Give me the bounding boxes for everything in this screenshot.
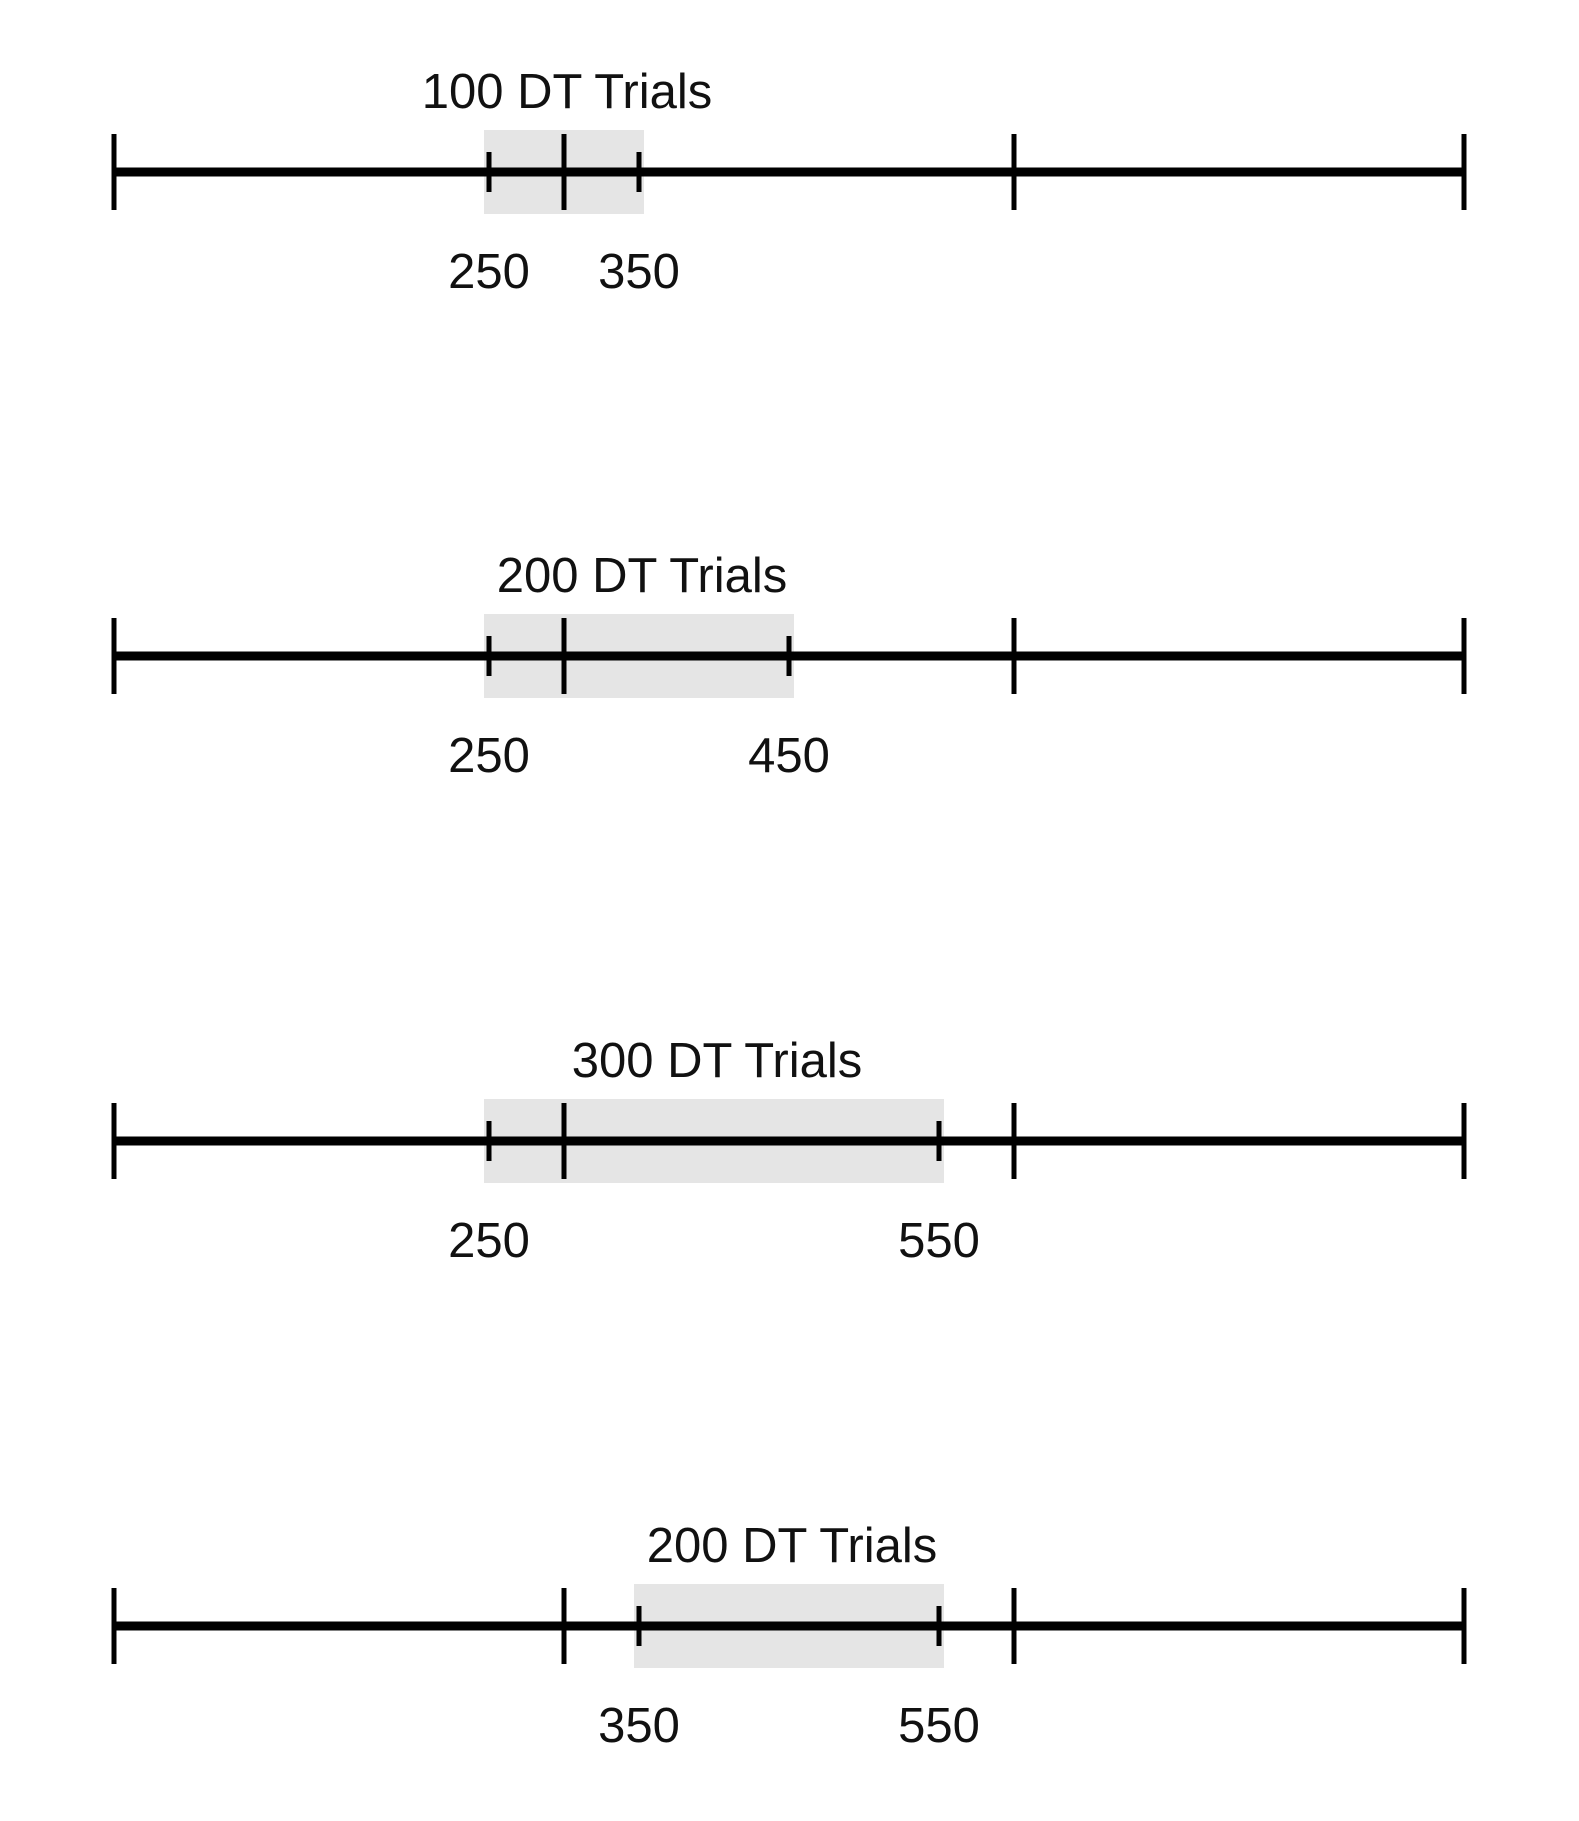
panel-label-3: 300 DT Trials <box>572 1034 862 1088</box>
window-start-label-2: 250 <box>448 729 530 783</box>
window-end-label-3: 550 <box>898 1214 980 1268</box>
window-end-label-2: 450 <box>748 729 830 783</box>
timeline-panel-3: 300 DT Trials 250 550 <box>111 1034 1467 1268</box>
panel-label-2: 200 DT Trials <box>497 549 787 603</box>
timeline-panel-2: 200 DT Trials 250 450 <box>111 549 1467 783</box>
timeline-panel-4: 200 DT Trials 350 550 <box>111 1519 1467 1753</box>
window-start-label-3: 250 <box>448 1214 530 1268</box>
panel-label-1: 100 DT Trials <box>422 65 712 119</box>
panel-label-4: 200 DT Trials <box>647 1519 937 1573</box>
window-start-label-4: 350 <box>598 1699 680 1753</box>
window-start-label-1: 250 <box>448 245 530 299</box>
window-end-label-4: 550 <box>898 1699 980 1753</box>
timeline-panel-1: 100 DT Trials 250 350 <box>111 65 1467 299</box>
window-end-label-1: 350 <box>598 245 680 299</box>
